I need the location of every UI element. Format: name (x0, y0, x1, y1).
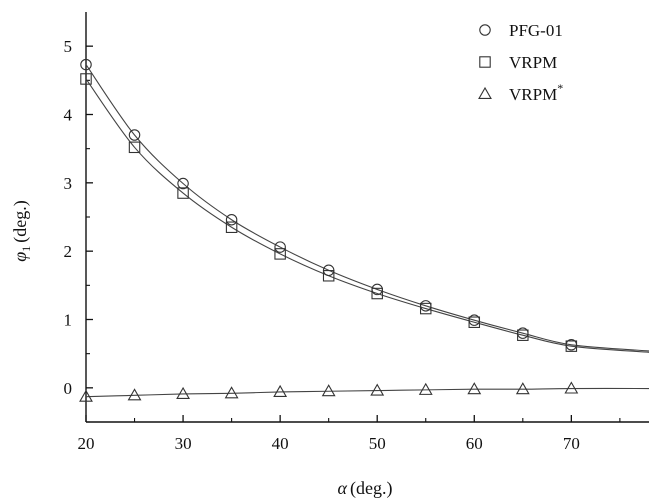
x-tick-label: 20 (78, 434, 95, 453)
data-point-triangle (515, 382, 530, 395)
data-point-triangle (467, 382, 482, 395)
series-curves (85, 64, 649, 398)
legend-item: VRPM (479, 53, 557, 72)
y-axis-ticks: 0 1 2 3 4 5 (64, 37, 93, 423)
x-tick-label: 70 (563, 434, 580, 453)
x-axis-title: α (deg.) (338, 478, 393, 499)
data-point-square (322, 270, 335, 282)
x-axis-title-symbol: α (338, 478, 348, 498)
y-tick-label: 5 (64, 37, 73, 56)
data-point-triangle (176, 386, 190, 400)
data-point-triangle (273, 384, 288, 397)
data-point-square (177, 187, 189, 199)
y-tick-label: 1 (64, 311, 73, 330)
data-point-circle (225, 213, 238, 226)
data-point-circle (128, 129, 141, 141)
legend-label: VRPM* (509, 81, 563, 104)
data-point-square (565, 340, 578, 352)
legend-marker-square (479, 56, 491, 68)
data-point-square (371, 287, 383, 300)
data-point-square (274, 248, 286, 260)
data-point-square (517, 329, 529, 341)
data-point-circle (80, 58, 92, 71)
x-axis-ticks: 20 30 40 50 60 70 (78, 415, 621, 453)
axes: 20 30 40 50 60 70 0 1 2 3 4 5 (64, 12, 649, 453)
data-point-triangle (79, 389, 93, 402)
y-axis-title-subscript: 1 (19, 246, 33, 252)
x-axis-title-unit: (deg.) (350, 478, 392, 499)
data-point-triangle (127, 388, 142, 401)
data-point-triangle (370, 383, 385, 396)
series-markers (79, 58, 579, 402)
y-tick-label: 3 (64, 174, 73, 193)
data-point-square (468, 316, 481, 328)
y-axis-title: φ1 (deg.) (10, 200, 33, 261)
series-line-circle (85, 64, 649, 352)
y-axis-title-symbol: φ (10, 252, 30, 262)
x-tick-label: 60 (466, 434, 483, 453)
legend-item: PFG-01 (479, 21, 563, 40)
data-point-square (128, 141, 141, 154)
data-point-circle (177, 177, 189, 190)
series-line-square (85, 78, 649, 353)
data-point-triangle (418, 382, 433, 395)
y-tick-label: 0 (64, 379, 73, 398)
legend-label: VRPM (509, 53, 557, 72)
x-tick-label: 40 (272, 434, 289, 453)
x-tick-label: 50 (369, 434, 386, 453)
data-point-triangle (224, 386, 239, 399)
data-point-square (419, 302, 432, 315)
y-axis-title-unit: (deg.) (10, 200, 31, 242)
data-point-triangle (321, 384, 336, 397)
legend-label: PFG-01 (509, 21, 563, 40)
x-tick-label: 30 (175, 434, 192, 453)
data-point-circle (274, 241, 286, 253)
data-point-square (80, 73, 92, 85)
legend-marker-circle (479, 24, 491, 36)
data-point-triangle (564, 381, 579, 394)
data-point-square (225, 221, 238, 234)
legend-label-superscript: * (557, 81, 563, 95)
y-tick-label: 4 (64, 106, 73, 125)
legend-marker-triangle (478, 86, 492, 100)
legend-item: VRPM* (478, 81, 563, 104)
y-tick-label: 2 (64, 242, 73, 261)
series-line-triangle (85, 387, 649, 398)
legend: PFG-01 VRPM VRPM* (478, 21, 563, 104)
